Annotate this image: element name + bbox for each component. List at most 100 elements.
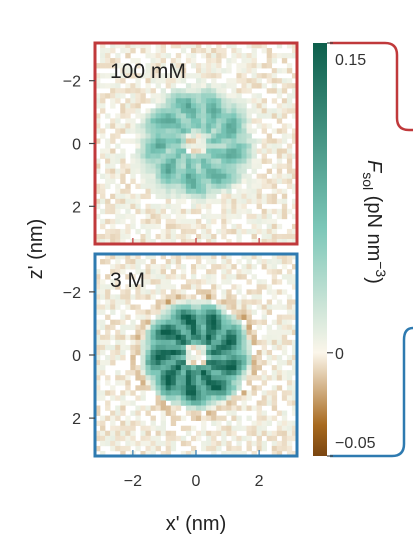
heatmap-cell (216, 173, 222, 179)
heatmap-cell (281, 390, 288, 396)
heatmap-cell (110, 430, 116, 437)
heatmap-cell (175, 188, 182, 195)
heatmap-cell (100, 319, 106, 325)
heatmap-cell (185, 238, 192, 244)
heatmap-cell (140, 435, 146, 442)
heatmap-cell (140, 43, 146, 49)
heatmap-cell (155, 385, 161, 391)
heatmap-cell (251, 289, 257, 295)
heatmap-cell (286, 304, 293, 310)
heatmap-cell (241, 435, 247, 442)
heatmap-cell (130, 128, 136, 134)
heatmap-cell (211, 193, 217, 200)
heatmap-cell (145, 344, 151, 351)
heatmap-cell (271, 198, 278, 205)
heatmap-cell (155, 223, 161, 230)
heatmap-cell (125, 445, 131, 452)
heatmap-cell (125, 324, 131, 331)
heatmap-cell (95, 445, 101, 452)
heatmap-cell (226, 143, 232, 149)
heatmap-cell (120, 395, 126, 401)
heatmap-cell (105, 405, 111, 411)
heatmap-cell (206, 153, 212, 159)
heatmap-cell (231, 370, 237, 376)
heatmap-cell (266, 168, 273, 174)
heatmap-cell (216, 108, 222, 114)
heatmap-cell (165, 168, 172, 174)
heatmap-cell (211, 108, 217, 114)
heatmap-cell (160, 163, 166, 169)
heatmap-cell (216, 228, 222, 235)
heatmap-cell (276, 420, 283, 426)
heatmap-cell (236, 188, 242, 195)
heatmap-cell (160, 178, 166, 185)
heatmap-cell (221, 334, 227, 341)
heatmap-cell (135, 365, 141, 371)
heatmap-cell (140, 128, 146, 134)
heatmap-cell (150, 158, 156, 164)
heatmap-cell (236, 329, 242, 336)
heatmap-cell (95, 98, 101, 104)
heatmap-cell (256, 188, 262, 195)
y-tick-label: −2 (63, 285, 81, 302)
heatmap-cell (196, 390, 202, 396)
heatmap-cell (135, 289, 141, 295)
heatmap-cell (170, 309, 177, 315)
heatmap-cell (266, 218, 273, 225)
heatmap-cell (201, 143, 207, 149)
heatmap-cell (211, 98, 217, 104)
heatmap-cell (211, 158, 217, 164)
heatmap-cell (180, 360, 187, 366)
heatmap-cell (286, 259, 293, 265)
heatmap-cell (165, 98, 172, 104)
heatmap-cell (246, 98, 252, 104)
heatmap-cell (241, 299, 247, 305)
heatmap-cell (211, 445, 217, 452)
heatmap-cell (201, 83, 207, 89)
heatmap-cell (105, 183, 111, 190)
heatmap-cell (246, 188, 252, 195)
heatmap-cell (211, 390, 217, 396)
heatmap-cell (130, 173, 136, 179)
heatmap-cell (100, 279, 106, 285)
heatmap-cell (145, 269, 151, 275)
heatmap-cell (160, 208, 166, 215)
heatmap-cell (276, 208, 283, 215)
heatmap-cell (105, 339, 111, 346)
heatmap-cell (105, 400, 111, 406)
heatmap-cell (185, 138, 192, 144)
heatmap-cell (135, 208, 141, 215)
heatmap-cell (175, 380, 182, 386)
colorbar-label: Fsol (pN nm−3) (360, 160, 389, 284)
heatmap-cell (211, 53, 217, 59)
heatmap-cell (135, 133, 141, 139)
heatmap-cell (281, 349, 288, 356)
heatmap-cell (155, 269, 161, 275)
heatmap-cell (256, 118, 262, 124)
heatmap-cell (165, 133, 172, 139)
heatmap-cell (231, 183, 237, 190)
heatmap-cell (145, 228, 151, 235)
heatmap-cell (211, 324, 217, 331)
heatmap-cell (211, 314, 217, 320)
ticks-top: −202 (63, 74, 260, 244)
heatmap-cell (190, 98, 197, 104)
heatmap-cell (201, 163, 207, 169)
heatmap-cell (125, 400, 131, 406)
heatmap-cell (145, 385, 151, 391)
heatmap-cell (100, 259, 106, 265)
heatmap-cell (160, 103, 166, 109)
heatmap-cell (135, 259, 141, 265)
heatmap-cell (256, 259, 262, 265)
ticks-bottom: −202−2 0 2 (63, 285, 264, 490)
heatmap-cell (286, 133, 293, 139)
heatmap-cell (271, 440, 278, 447)
heatmap-cell (175, 148, 182, 154)
heatmap-cell (206, 123, 212, 129)
heatmap-cell (226, 58, 232, 64)
heatmap-cell (115, 203, 121, 210)
heatmap-cell (140, 153, 146, 159)
heatmap-cell (150, 375, 156, 381)
heatmap-cell (236, 173, 242, 179)
heatmap-cell (196, 435, 202, 442)
